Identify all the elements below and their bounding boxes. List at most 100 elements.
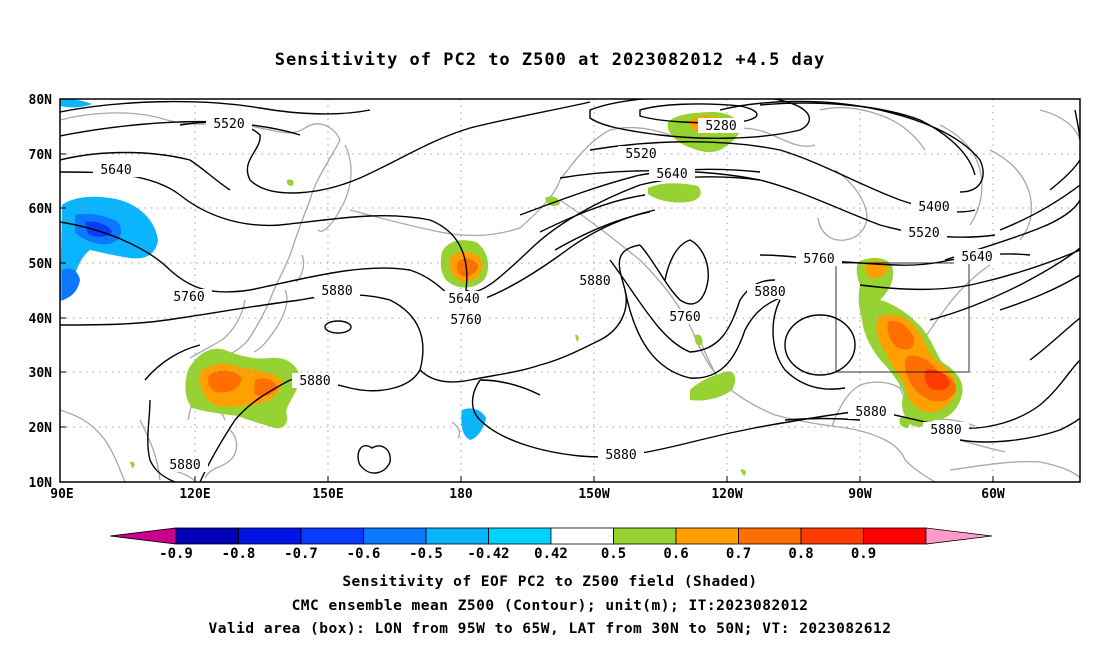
- svg-text:5280: 5280: [705, 119, 736, 134]
- z500-contours: [60, 99, 1080, 482]
- colorbar-segment: [800, 527, 864, 545]
- colorbar-label: -0.7: [284, 546, 318, 562]
- svg-text:5520: 5520: [908, 226, 939, 241]
- svg-text:5880: 5880: [579, 274, 610, 289]
- contour-label: 5520: [901, 225, 947, 241]
- svg-text:5760: 5760: [173, 290, 204, 305]
- contour-label: 5400: [911, 199, 957, 215]
- contour-label: 5880: [598, 447, 644, 463]
- lon-label: 60W: [981, 487, 1005, 502]
- svg-text:5640: 5640: [656, 167, 687, 182]
- contour-label: 5880: [314, 283, 360, 299]
- colorbar-arrow-low: [109, 527, 177, 545]
- svg-text:5880: 5880: [605, 448, 636, 463]
- contour-label: 5640: [649, 166, 695, 182]
- svg-text:5640: 5640: [448, 292, 479, 307]
- map-title: Sensitivity of PC2 to Z500 at 2023082012…: [274, 50, 826, 70]
- svg-text:5760: 5760: [450, 313, 481, 328]
- contour-label: 5640: [441, 291, 487, 307]
- svg-text:5880: 5880: [855, 405, 886, 420]
- valid-area-box: [835, 262, 970, 373]
- contour-label: 5760: [166, 289, 212, 305]
- colorbar-segment: [238, 527, 302, 545]
- contour-label: 5520: [618, 146, 664, 162]
- lon-label: 120E: [179, 487, 210, 502]
- colorbar-label: 0.8: [788, 546, 813, 562]
- lon-label: 180: [449, 487, 473, 502]
- lat-label: 80N: [29, 93, 53, 108]
- svg-text:5880: 5880: [299, 374, 330, 389]
- colorbar-label: 0.7: [726, 546, 751, 562]
- contour-label: 5880: [572, 273, 618, 289]
- contour-label: 5760: [796, 251, 842, 267]
- lat-label: 50N: [29, 257, 53, 272]
- colorbar-label: -0.42: [467, 546, 509, 562]
- colorbar-segment: [363, 527, 427, 545]
- colorbar-segment: [550, 527, 614, 545]
- lon-label: 150E: [312, 487, 343, 502]
- colorbar-label: -0.5: [409, 546, 443, 562]
- lat-label: 10N: [29, 476, 53, 491]
- colorbar-label: -0.6: [347, 546, 381, 562]
- latitude-labels: 80N 70N 60N 50N 40N 30N 20N 10N: [29, 93, 53, 491]
- colorbar-segment: [613, 527, 677, 545]
- lat-label: 40N: [29, 312, 53, 327]
- contour-label: 5880: [292, 373, 338, 389]
- lat-label: 70N: [29, 148, 53, 163]
- lat-label: 60N: [29, 202, 53, 217]
- svg-text:5400: 5400: [918, 200, 949, 215]
- colorbar-segment: [863, 527, 927, 545]
- map-frame: [59, 98, 1081, 483]
- colorbar-label: -0.9: [159, 546, 193, 562]
- footer-line-2: CMC ensemble mean Z500 (Contour); unit(m…: [291, 598, 809, 614]
- contour-label: 5640: [954, 249, 1000, 265]
- contour-label: 5880: [848, 404, 894, 420]
- svg-text:5640: 5640: [961, 250, 992, 265]
- svg-text:5760: 5760: [669, 310, 700, 325]
- contour-label: 5880: [162, 457, 208, 473]
- footer-line-3: Valid area (box): LON from 95W to 65W, L…: [208, 621, 892, 637]
- map-plot-area: 5520 5640 5760 5880 5640 5760 5880 5880 …: [60, 99, 1080, 482]
- contour-label: 5880: [747, 284, 793, 300]
- footer-line-1: Sensitivity of EOF PC2 to Z500 field (Sh…: [342, 574, 758, 590]
- colorbar-segment: [300, 527, 364, 545]
- colorbar-segment: [425, 527, 489, 545]
- colorbar-segment: [488, 527, 552, 545]
- svg-text:5640: 5640: [100, 163, 131, 178]
- contour-label: 5760: [662, 309, 708, 325]
- longitude-labels: 90E 120E 150E 180 150W 120W 90W 60W: [50, 487, 1005, 502]
- svg-text:5880: 5880: [754, 285, 785, 300]
- contour-label: 5760: [443, 312, 489, 328]
- contour-label: 5640: [93, 162, 139, 178]
- contour-labels: 5520 5640 5760 5880 5640 5760 5880 5880 …: [93, 116, 1000, 473]
- colorbar-segment: [675, 527, 739, 545]
- shade-negative-pacific: [461, 408, 486, 440]
- svg-text:5520: 5520: [625, 147, 656, 162]
- lon-label: 120W: [711, 487, 742, 502]
- svg-text:5520: 5520: [213, 117, 244, 132]
- sensitivity-shading: [60, 99, 963, 476]
- lat-label: 30N: [29, 366, 53, 381]
- colorbar-segment: [175, 527, 239, 545]
- svg-text:5880: 5880: [169, 458, 200, 473]
- colorbar-label: 0.5: [601, 546, 626, 562]
- colorbar-label: 0.9: [851, 546, 876, 562]
- colorbar-arrow-high: [925, 527, 993, 545]
- colorbar-label: -0.8: [222, 546, 256, 562]
- axis-ticks: [60, 153, 994, 482]
- colorbar-label: 0.6: [663, 546, 688, 562]
- contour-label: 5280: [698, 118, 744, 134]
- svg-text:5760: 5760: [803, 252, 834, 267]
- colorbar: -0.9 -0.8 -0.7 -0.6 -0.5 -0.42 0.42 0.5 0.6 0.7 0.…: [109, 527, 993, 562]
- contour-label: 5880: [923, 422, 969, 438]
- lon-label: 150W: [578, 487, 609, 502]
- contour-label: 5520: [206, 116, 252, 132]
- svg-text:5880: 5880: [321, 284, 352, 299]
- colorbar-label: 0.42: [534, 546, 568, 562]
- colorbar-segment: [738, 527, 802, 545]
- svg-text:5880: 5880: [930, 423, 961, 438]
- lon-label: 90E: [50, 487, 73, 502]
- lon-label: 90W: [848, 487, 872, 502]
- lat-label: 20N: [29, 421, 53, 436]
